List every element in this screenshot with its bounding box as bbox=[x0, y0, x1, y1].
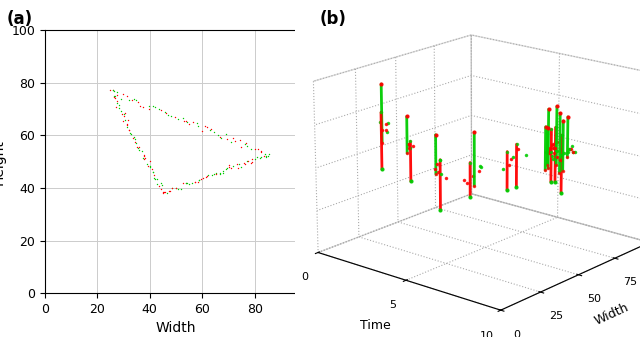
X-axis label: Time: Time bbox=[360, 319, 390, 332]
Text: (a): (a) bbox=[6, 10, 33, 28]
Text: (b): (b) bbox=[320, 10, 347, 28]
Y-axis label: Height: Height bbox=[0, 139, 6, 185]
Y-axis label: Width: Width bbox=[593, 301, 631, 328]
X-axis label: Width: Width bbox=[156, 321, 196, 335]
